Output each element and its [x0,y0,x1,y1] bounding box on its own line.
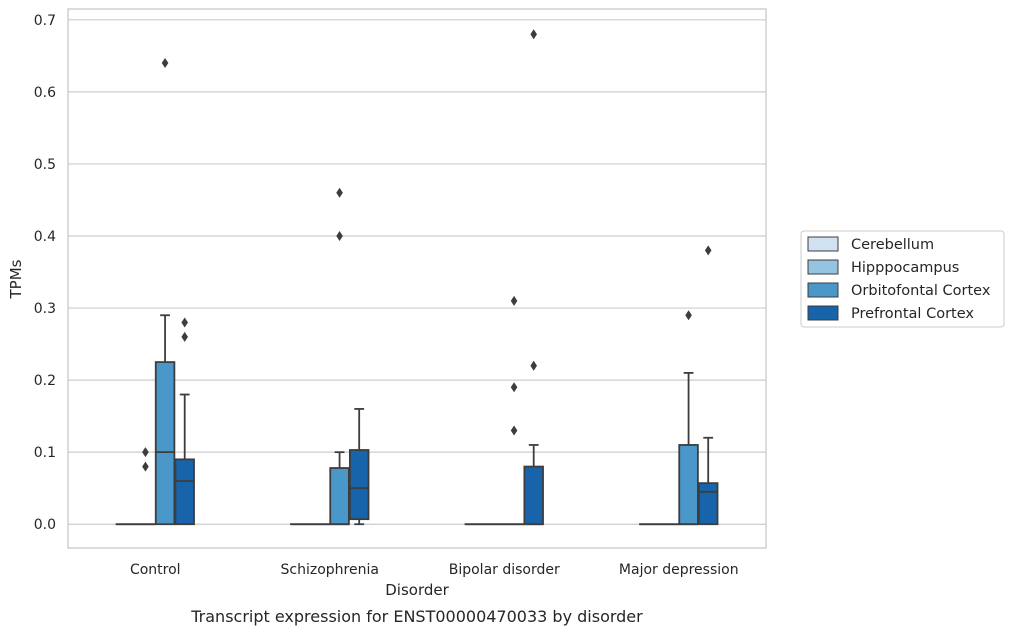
box-body [697,482,719,526]
outlier-point [530,360,537,371]
y-tick-label: 0.0 [34,517,56,533]
legend-swatch [807,259,839,275]
y-tick-label: 0.6 [34,85,56,101]
box-body [174,458,195,526]
outlier-point [142,447,149,458]
x-tick-label: Major depression [619,562,739,578]
box-body [154,361,176,526]
box-orbitofontal-cortex [329,187,350,526]
legend-frame [800,230,1005,328]
box-body [329,467,350,526]
x-tick-label: Schizophrenia [281,562,379,578]
y-axis-title: TPMs [7,259,25,299]
legend: Cerebellum Hipppocampus Orbitofontal Corte… [800,230,1005,328]
outlier-point [685,310,692,321]
legend-label: Hipppocampus [851,260,959,276]
box-body [523,465,544,526]
box-prefrontal-cortex [174,317,195,526]
outlier-point [704,245,712,256]
legend-swatch [807,305,839,321]
outlier-point [510,382,518,393]
outlier-point [142,461,149,472]
outlier-point [181,317,188,328]
box-body [678,444,699,526]
x-axis-ticks: Control Schizophrenia Bipolar disorder Majo… [130,562,739,578]
x-axis-title: Disorder [385,581,449,599]
box-prefrontal-cortex [523,29,544,526]
outlier-point [161,58,169,69]
box-orbitofontal-cortex [678,310,699,526]
y-axis-ticks: 0.0 0.1 0.2 0.3 0.4 0.5 0.6 0.7 [34,13,56,533]
y-tick-label: 0.4 [34,229,56,245]
box-body [348,449,370,521]
chart-caption: Transcript expression for ENST0000047003… [190,607,643,626]
x-tick-label: Control [130,562,181,578]
legend-label: Prefrontal Cortex [851,306,974,322]
outlier-point [510,295,518,306]
plot-frame [67,8,767,549]
box-orbitofontal-cortex [154,58,176,526]
y-tick-label: 0.5 [34,157,56,173]
outlier-point [336,230,343,241]
y-tick-label: 0.3 [34,301,56,317]
outlier-point [336,187,343,198]
legend-label: Orbitofontal Cortex [851,283,991,299]
outlier-point [530,29,537,40]
legend-swatch [807,236,839,252]
legend-label: Cerebellum [851,237,934,253]
box-prefrontal-cortex [348,408,370,526]
outlier-point [510,425,518,436]
box-prefrontal-cortex [697,245,719,526]
x-tick-label: Bipolar disorder [449,562,560,578]
box-plot-area [115,29,719,526]
box-orbitofontal-cortex [503,295,525,526]
y-tick-label: 0.2 [34,373,56,389]
legend-swatch [807,282,839,298]
box-hipppocampus [135,447,156,526]
y-tick-label: 0.1 [34,445,56,461]
outlier-point [181,331,188,342]
y-tick-label: 0.7 [34,13,56,29]
